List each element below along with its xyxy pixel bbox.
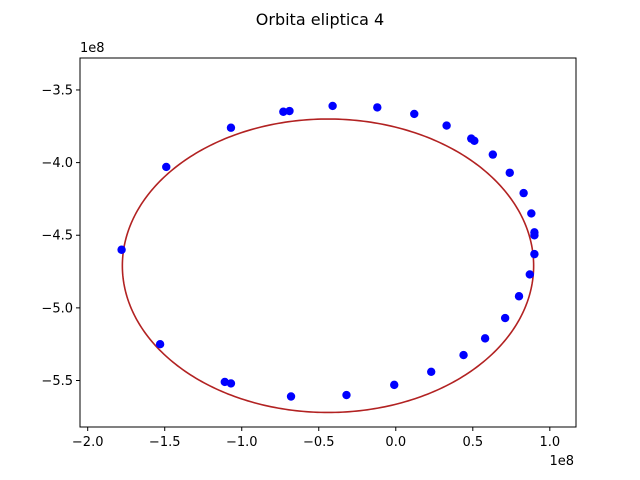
y-tick-label: −4.5 — [41, 229, 73, 244]
x-tick-label: 0.0 — [385, 435, 406, 450]
data-point — [527, 209, 536, 218]
data-point — [117, 245, 126, 254]
data-point — [442, 121, 451, 130]
x-axis: −2.0 −1.5 −1.0 −0.5 0.0 0.5 1.0 — [72, 427, 560, 450]
y-tick-label: −3.5 — [41, 83, 73, 98]
data-point — [162, 162, 171, 172]
data-point — [328, 101, 337, 111]
data-point — [505, 168, 514, 177]
data-point — [410, 109, 419, 119]
x-tick-label: −1.5 — [149, 435, 181, 450]
y-axis-offset-label: 1e8 — [80, 41, 105, 56]
data-point — [279, 107, 288, 116]
data-point — [480, 334, 490, 343]
data-point — [226, 123, 236, 132]
data-point — [459, 350, 468, 360]
data-point — [530, 249, 539, 259]
data-point — [514, 292, 524, 301]
data-point — [470, 136, 479, 146]
data-point — [530, 231, 539, 240]
data-point — [226, 379, 236, 388]
y-tick-label: −5.0 — [41, 301, 73, 316]
data-point — [427, 367, 436, 376]
x-axis-offset-label: 1e8 — [549, 454, 574, 469]
x-tick-label: −2.0 — [72, 435, 104, 450]
x-tick-label: 1.0 — [539, 435, 560, 450]
data-point — [488, 150, 498, 159]
plot-area — [117, 101, 539, 414]
data-point — [519, 188, 528, 198]
y-tick-label: −5.5 — [41, 374, 73, 389]
data-point — [155, 339, 165, 349]
axes-frame — [79, 57, 577, 428]
chart-title: Orbita eliptica 4 — [256, 10, 384, 29]
data-point — [286, 392, 296, 401]
data-point — [342, 390, 351, 400]
x-tick-label: −1.0 — [226, 435, 258, 450]
y-axis: −3.5 −4.0 −4.5 −5.0 −5.5 — [41, 83, 80, 389]
data-point — [500, 313, 510, 323]
x-tick-label: 0.5 — [462, 435, 483, 450]
data-point — [525, 270, 534, 279]
data-point — [373, 103, 382, 112]
y-tick-label: −4.0 — [41, 156, 73, 171]
data-point — [285, 106, 294, 116]
data-point — [390, 380, 399, 390]
orbit-ellipse-curve — [121, 118, 535, 414]
x-tick-label: −0.5 — [303, 435, 335, 450]
